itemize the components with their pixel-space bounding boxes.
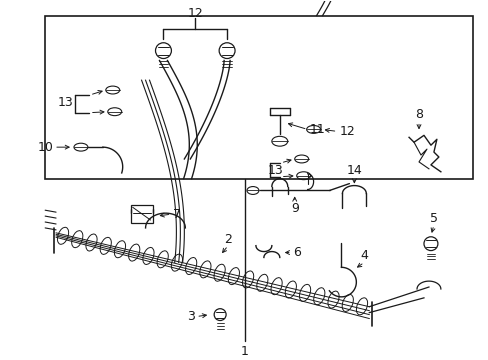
- Bar: [45, 15, 472, 179]
- Text: 13: 13: [267, 164, 283, 177]
- Text: 8: 8: [414, 108, 422, 121]
- Text: 10: 10: [37, 141, 53, 154]
- Text: 7: 7: [173, 208, 181, 221]
- Text: 3: 3: [187, 310, 195, 323]
- Bar: [130, 205, 152, 223]
- Text: 13: 13: [57, 96, 73, 109]
- Text: 5: 5: [429, 212, 437, 225]
- Text: 14: 14: [346, 164, 362, 177]
- Text: 1: 1: [241, 345, 248, 357]
- Text: 11: 11: [309, 123, 325, 136]
- Text: 12: 12: [187, 7, 203, 20]
- Text: 6: 6: [292, 246, 300, 259]
- Text: 12: 12: [339, 125, 354, 138]
- Text: 4: 4: [360, 249, 367, 262]
- Text: 2: 2: [224, 233, 232, 246]
- Text: 9: 9: [290, 202, 298, 215]
